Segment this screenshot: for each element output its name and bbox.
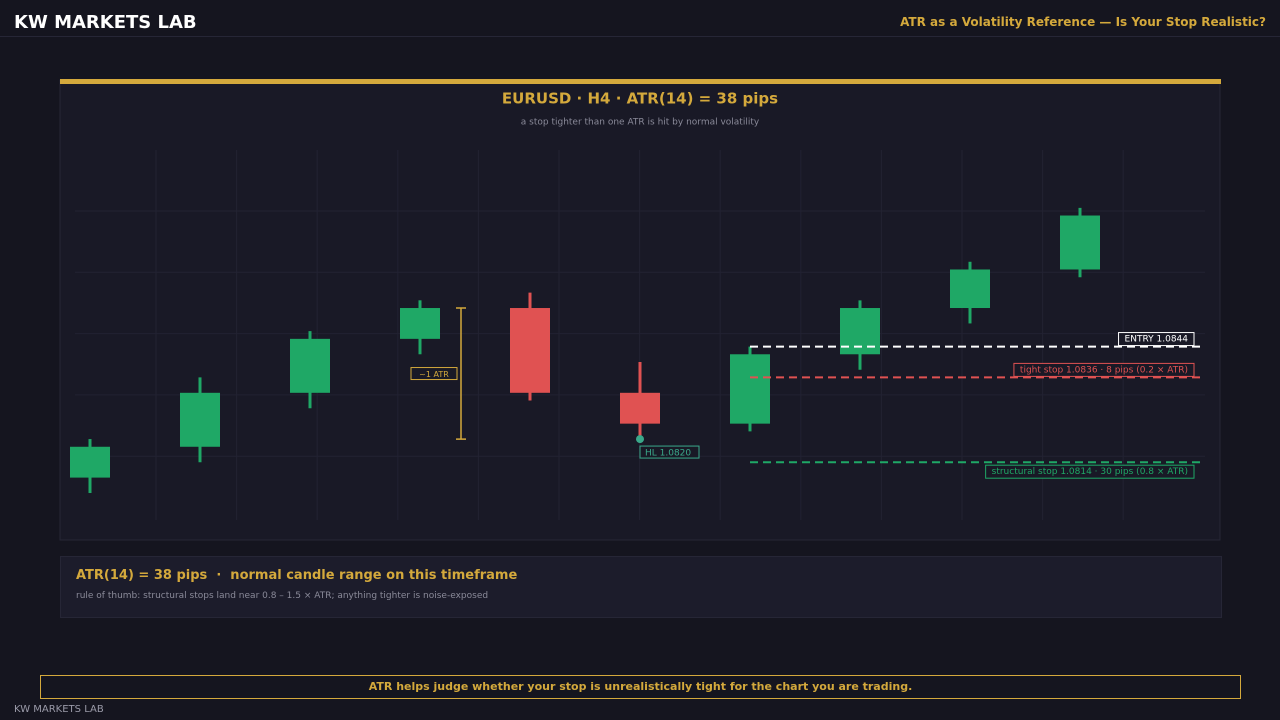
footer-brand: KW MARKETS LAB [14,704,104,715]
candle-body [290,338,330,393]
divider [0,36,1280,37]
annotation-box [639,445,700,459]
atr-label: ~1 ATR [419,370,449,379]
candle-body [1060,215,1100,270]
info-title: ATR(14) = 38 pips · normal candle range … [76,568,518,583]
annotation-dot [636,435,644,444]
level-label-box [1118,332,1195,347]
level-label: structural stop 1.0814 · 30 pips (0.8 × … [992,467,1188,477]
atr-bracket [456,307,466,440]
level-label-box [985,464,1195,479]
candle-body [510,308,550,393]
atr-label-box [410,367,458,381]
level-label: ENTRY 1.0844 [1125,335,1189,345]
candle-body [620,392,660,424]
info-box: ATR(14) = 38 pips · normal candle range … [60,556,1222,618]
candle-body [730,354,770,424]
headline: ATR as a Volatility Reference — Is Your … [900,15,1266,29]
chart-title: EURUSD · H4 · ATR(14) = 38 pips [502,90,778,108]
candle-body [950,269,990,309]
level-label: tight stop 1.0836 · 8 pips (0.2 × ATR) [1020,365,1188,375]
candle-body [400,308,440,339]
level-label-box [1013,362,1195,377]
brand: KW MARKETS LAB [14,12,197,33]
chart: EURUSD · H4 · ATR(14) = 38 pips a stop t… [59,79,1221,541]
annotation-label: HL 1.0820 [645,449,691,459]
info-note: rule of thumb: structural stops land nea… [76,591,489,601]
banner: ATR helps judge whether your stop is unr… [40,675,1241,699]
candle-body [180,392,220,447]
chart-subtitle: a stop tighter than one ATR is hit by no… [521,118,760,128]
panel-accent [60,79,1221,84]
candle-body [70,446,110,478]
